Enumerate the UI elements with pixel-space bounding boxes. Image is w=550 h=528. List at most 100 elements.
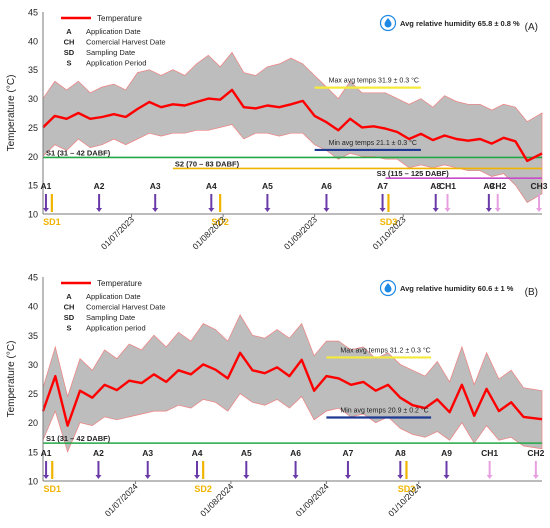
y-tick-label: 35 [28,331,38,341]
humidity-box: Avg relative humidity 60.6 ± 1 % [379,279,514,297]
period-label-s3: S3 (115 – 125 DABF) [377,169,450,178]
arrow-head [96,208,103,212]
arrow-head [264,208,271,212]
arrow-head [379,208,386,212]
harvest-label: CH1 [481,448,498,458]
period-label-s2: S2 (70 – 83 DABF) [175,159,240,168]
humidity-box: Avg relative humidity 65.8 ± 0.8 % [379,14,520,32]
legend-abbrev-key: CH [64,38,75,47]
arrow-head [292,475,299,479]
min-max-band [42,314,543,453]
y-axis-label: Temperature (°C) [6,341,17,418]
application-label: A2 [94,181,105,191]
arrow-head [536,208,543,212]
y-tick-label: 35 [28,65,38,75]
arrow-head [243,475,250,479]
humidity-label: Avg relative humidity 65.8 ± 0.8 % [400,19,520,28]
y-tick-label: 20 [28,152,38,162]
arrow-head [344,475,351,479]
application-label: A5 [241,448,252,458]
arrow-head [194,475,201,479]
droplet-icon [384,18,392,28]
arrow-head [152,208,159,212]
legend-abbrev-text: Sampling Date [86,313,135,322]
harvest-label: CH3 [531,181,548,191]
legend-abbrev-key: CH [64,303,75,312]
y-tick-label: 25 [28,123,38,133]
application-label: A3 [150,181,161,191]
application-label: A9 [483,181,494,191]
arrow-head [443,475,450,479]
arrow-head [532,475,539,479]
y-tick-label: 40 [28,302,38,312]
x-tick-label: 01/07/2023 [99,214,136,251]
arrow-head [486,475,493,479]
max-avg-label: Max avg temps 31.2 ± 0.3 °C [340,346,430,354]
y-tick-label: 30 [28,94,38,104]
x-tick-label: 01/09/2023 [282,214,319,251]
application-label: A4 [206,181,217,191]
arrow-head [494,208,501,212]
legend-abbrev-key: SD [64,313,75,322]
application-label: A1 [41,181,52,191]
arrow-head [323,208,330,212]
legend-label: Temperature [97,279,142,288]
application-label: A7 [377,181,388,191]
harvest-label: CH2 [527,448,544,458]
y-tick-label: 20 [28,418,38,428]
arrow-head [144,475,151,479]
panel-label: (B) [525,287,538,298]
y-tick-label: 15 [28,181,38,191]
legend-abbrev-text: Application Date [86,292,141,301]
min-max-band [42,51,543,203]
legend-abbrev-text: Application Date [86,27,141,36]
sampling-label: SD1 [43,484,61,494]
sampling-label: SD3 [398,484,416,494]
period-label-s1: S1 (31 – 42 DABF) [46,148,111,157]
legend-abbrev-text: Application period [86,324,146,333]
sampling-label: SD2 [194,484,212,494]
legend-abbrev-text: Application Period [86,59,146,68]
x-tick-label: 01/09/2024 [294,481,331,518]
application-label: A9 [441,448,452,458]
y-axis-label: Temperature (°C) [6,75,17,152]
period-label-s1: S1 (31 – 42 DABF) [46,434,111,443]
application-label: A5 [262,181,273,191]
y-tick-label: 30 [28,360,38,370]
legend-abbrev-key: A [66,27,72,36]
max-avg-label: Max avg temps 31.9 ± 0.3 °C [329,77,419,85]
legend-abbrev-key: S [66,324,71,333]
y-tick-label: 15 [28,447,38,457]
min-avg-label: Min avg temps 21.1 ± 0.3 °C [329,139,417,147]
legend-abbrev-key: S [66,59,71,68]
legend-abbrev-key: A [66,292,72,301]
arrow-head [95,475,102,479]
legend-abbrev-key: SD [64,48,75,57]
application-label: A4 [192,448,203,458]
droplet-icon [384,283,392,293]
temperature-line [41,351,543,427]
min-avg-label: Min avg temps 20.9 ± 0.2 °C [340,406,428,414]
y-tick-label: 10 [28,210,38,220]
arrow-head [485,208,492,212]
y-tick-label: 25 [28,389,38,399]
harvest-label: CH2 [489,181,506,191]
arrow-head [43,475,50,479]
x-tick-label: 01/08/2023 [190,214,227,251]
y-tick-label: 45 [28,273,38,283]
application-label: A8 [395,448,406,458]
application-label: A8 [430,181,441,191]
legend-abbrev-text: Sampling Date [86,48,135,57]
arrow-head [42,208,49,212]
temperature-line [42,88,543,163]
arrow-head [432,208,439,212]
application-label: A2 [93,448,104,458]
application-label: A7 [343,448,354,458]
application-label: A6 [290,448,301,458]
x-tick-label: 01/07/2024 [103,481,140,518]
sampling-label: SD3 [380,217,398,227]
application-label: A1 [41,448,52,458]
y-tick-label: 10 [28,477,38,487]
sampling-label: SD1 [43,217,61,227]
